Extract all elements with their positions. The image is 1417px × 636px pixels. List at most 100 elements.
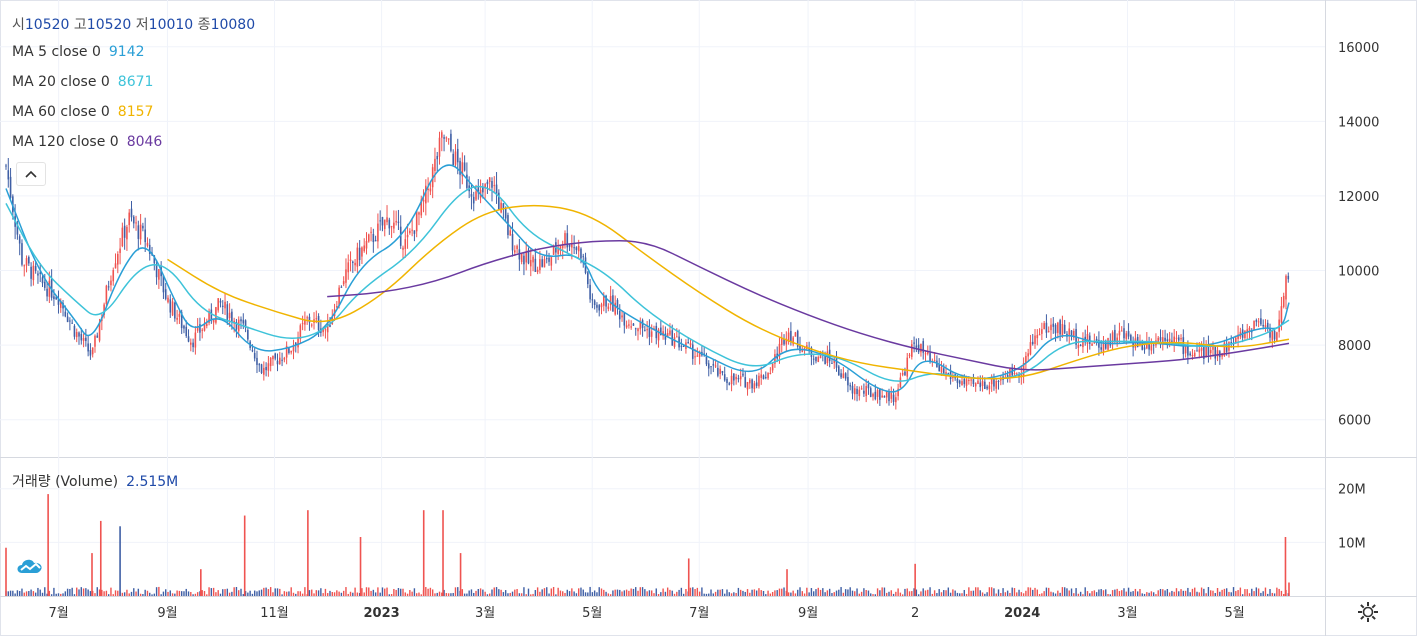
- gear-icon[interactable]: [1356, 600, 1380, 624]
- volume-spike: [442, 510, 444, 596]
- volume-bar: [146, 590, 149, 596]
- candle-body: [265, 366, 267, 371]
- volume-bar: [327, 593, 329, 596]
- volume-bar: [826, 590, 829, 596]
- volume-bar: [874, 594, 877, 596]
- candle-body: [858, 389, 861, 397]
- candle-body: [427, 189, 429, 191]
- candle-body: [655, 325, 658, 339]
- volume-bar: [169, 590, 171, 596]
- legend-ma120[interactable]: MA 120 close 0 8046: [12, 134, 162, 150]
- volume-bar: [78, 589, 80, 596]
- candle-body: [158, 269, 160, 280]
- volume-bar: [635, 587, 637, 596]
- volume-bar: [167, 591, 169, 596]
- volume-bar: [904, 588, 906, 596]
- candle-body: [381, 217, 384, 226]
- high-label: 고: [73, 17, 87, 33]
- volume-bar: [288, 591, 290, 596]
- legend-ma60[interactable]: MA 60 close 0 8157: [12, 104, 153, 120]
- volume-bar: [833, 592, 835, 596]
- candle-body: [1168, 338, 1171, 342]
- candle-body: [758, 375, 760, 387]
- candle-body: [1216, 350, 1219, 357]
- volume-bar: [253, 590, 256, 596]
- volume-bar: [603, 589, 605, 596]
- volume-bar: [1178, 591, 1180, 596]
- candle-body: [543, 259, 546, 268]
- volume-bar: [849, 587, 851, 596]
- candle-body: [598, 305, 601, 311]
- volume-spike: [687, 558, 690, 596]
- ma5-label: MA 5 close 0: [12, 44, 101, 60]
- candle-body: [377, 223, 379, 242]
- volume-bar: [210, 588, 213, 596]
- candle-body: [1248, 327, 1251, 332]
- candle-body: [879, 389, 881, 400]
- volume-bar: [498, 589, 500, 596]
- volume-bar: [304, 587, 306, 596]
- volume-bar: [639, 587, 641, 596]
- volume-bar: [219, 593, 222, 596]
- candle-body: [253, 352, 256, 359]
- candle-body: [310, 324, 313, 326]
- candle-body: [25, 258, 28, 266]
- candle-body: [1118, 330, 1121, 336]
- volume-bar: [1084, 587, 1086, 596]
- volume-bar: [358, 592, 361, 596]
- volume-bar: [628, 590, 630, 596]
- candle-body: [545, 258, 548, 260]
- candle-body: [689, 343, 692, 346]
- volume-bar: [1073, 593, 1075, 596]
- volume-bar: [623, 590, 626, 596]
- candle-body: [650, 331, 653, 337]
- volume-bar: [73, 594, 76, 596]
- legend-ma20[interactable]: MA 20 close 0 8671: [12, 74, 153, 90]
- volume-bar: [57, 593, 60, 596]
- volume-legend[interactable]: 거래량 (Volume) 2.515M: [12, 471, 178, 491]
- volume-bar: [696, 587, 699, 596]
- candle-body: [527, 249, 530, 264]
- candle-body: [972, 379, 975, 384]
- candle-body: [276, 360, 279, 365]
- volume-bar: [979, 590, 981, 596]
- candle-body: [664, 333, 667, 340]
- legend-ma5[interactable]: MA 5 close 0 9142: [12, 44, 145, 60]
- candle-body: [1253, 320, 1255, 331]
- candle-body: [698, 351, 701, 357]
- volume-bar: [272, 592, 274, 596]
- volume-bar: [1009, 592, 1011, 596]
- volume-bar: [917, 594, 920, 596]
- candle-body: [315, 318, 318, 320]
- candle-body: [532, 256, 534, 263]
- volume-bar: [1134, 588, 1137, 596]
- candle-body: [242, 319, 245, 324]
- candle-body: [440, 132, 443, 138]
- volume-bar: [1253, 591, 1255, 596]
- collapse-legend-button[interactable]: [16, 162, 46, 186]
- volume-bar: [1048, 587, 1050, 596]
- volume-bar: [817, 587, 819, 596]
- candle-body: [511, 234, 514, 251]
- candle-body: [514, 250, 516, 253]
- candle-body: [1198, 349, 1201, 353]
- candle-body: [803, 348, 806, 350]
- volume-bar: [851, 590, 854, 596]
- candle-body: [235, 322, 238, 330]
- volume-bar: [1260, 592, 1262, 596]
- candle-body: [589, 284, 591, 300]
- candle-body: [48, 280, 51, 297]
- candle-body: [1027, 353, 1029, 357]
- candle-body: [447, 138, 450, 140]
- volume-bar: [1244, 589, 1246, 596]
- candle-body: [760, 374, 763, 378]
- candle-body: [1150, 345, 1153, 351]
- candle-body: [219, 300, 222, 303]
- volume-bar: [1032, 589, 1034, 596]
- candle-body: [947, 372, 950, 374]
- cloud-chart-logo[interactable]: [14, 553, 46, 577]
- volume-bar: [769, 593, 772, 596]
- candle-body: [721, 370, 724, 373]
